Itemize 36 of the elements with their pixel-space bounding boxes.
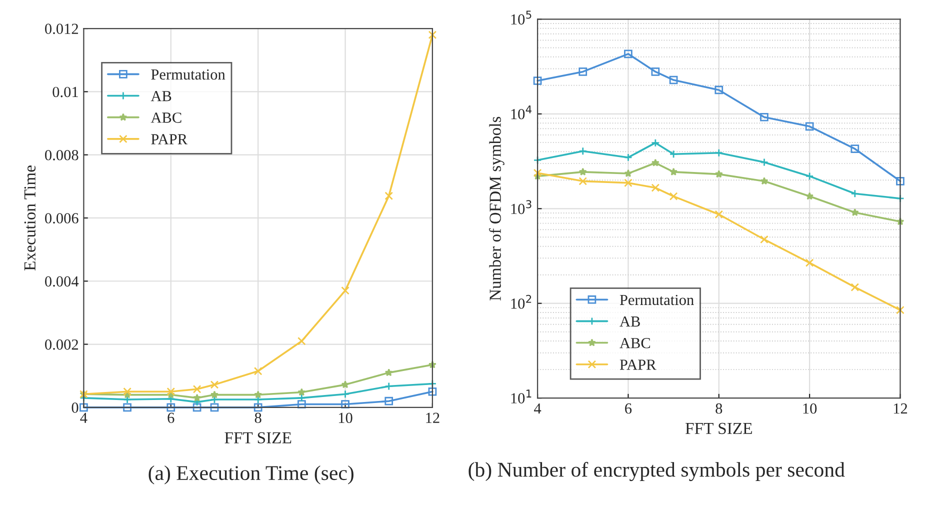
legend-label: Permutation: [151, 69, 226, 80]
x-tick-label: 6: [168, 412, 174, 424]
legend-label: ABC: [620, 338, 650, 348]
y-tick-label: 0.008: [45, 150, 78, 160]
x-tick-label: 8: [254, 412, 262, 424]
y-tick-label: 0.004: [45, 276, 79, 287]
y-tick-label: 0.012: [45, 24, 78, 34]
x-tick-label: 12: [426, 412, 440, 423]
x-tick-label: 4: [80, 412, 88, 423]
y-tick-label: 10$^{5}$: [511, 10, 532, 25]
x-tick-label: 10: [803, 403, 817, 414]
legend-label: AB: [620, 316, 640, 327]
y-tick-label: 10$^{4}$: [511, 105, 532, 120]
y-tick-label: 0.006: [45, 213, 78, 224]
y-axis-title: Execution Time: [24, 166, 36, 271]
y-tick-label: 10$^{1}$: [511, 390, 532, 404]
x-tick-label: 10: [338, 412, 352, 424]
x-axis-title: FFT SIZE: [685, 422, 752, 434]
y-tick-label: 0.01: [52, 86, 78, 98]
x-tick-label: 12: [894, 403, 908, 414]
y-tick-label: 10$^{3}$: [511, 200, 532, 214]
y-tick-label: 0: [72, 402, 78, 413]
legend-label: PAPR: [620, 360, 656, 370]
x-axis-title: FFT SIZE: [224, 432, 292, 444]
x-tick-label: 8: [716, 403, 722, 414]
y-tick-label: 0.002: [45, 339, 78, 350]
legend-label: Permutation: [620, 294, 694, 306]
legend-label: AB: [150, 91, 172, 102]
y-tick-label: 10$^{2}$: [511, 294, 532, 309]
x-tick-label: 6: [625, 403, 632, 414]
legend-label: PAPR: [151, 134, 188, 144]
x-tick-label: 4: [534, 403, 542, 414]
text: (a) Execution Time (sec): [148, 465, 354, 484]
y-axis-title: Number of OFDM symbols: [489, 116, 504, 301]
text: (b) Number of encrypted symbols per second: [468, 462, 845, 482]
legend-label: ABC: [150, 112, 182, 123]
